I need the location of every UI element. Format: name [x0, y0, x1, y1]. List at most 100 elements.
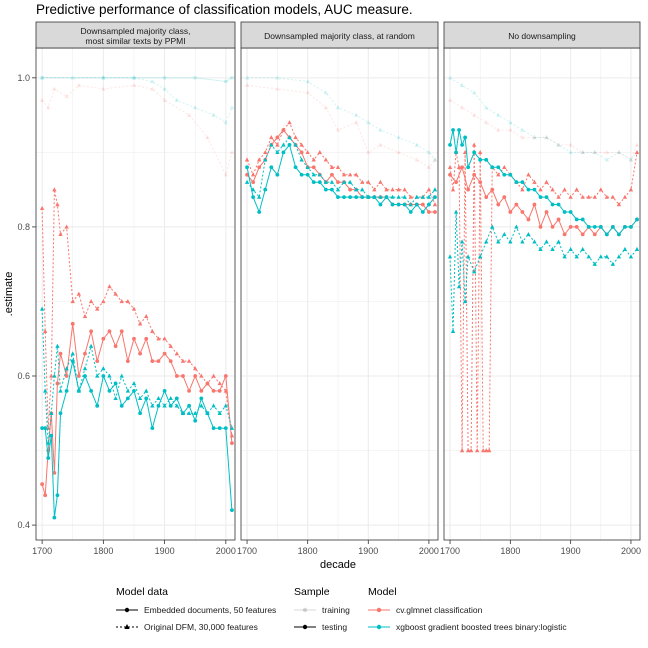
data-point [131, 306, 137, 311]
data-point [193, 374, 198, 378]
data-point [150, 79, 155, 84]
data-point [402, 202, 407, 207]
data-point [275, 149, 280, 155]
data-point [502, 231, 507, 237]
data-point [568, 142, 573, 147]
data-point [156, 395, 161, 401]
data-point [144, 396, 149, 401]
data-point [58, 231, 63, 237]
data-point [580, 149, 585, 155]
data-point [568, 246, 573, 251]
data-point [348, 195, 353, 199]
data-point [131, 75, 137, 80]
data-point [502, 195, 507, 199]
data-point [634, 246, 640, 251]
data-point [634, 142, 640, 147]
legend-item-xgboost: xgboost gradient boosted trees binary:lo… [366, 620, 567, 634]
data-point [471, 269, 477, 274]
data-point [414, 202, 419, 207]
y-tick-label: 0.8 [17, 222, 30, 232]
data-point [299, 150, 304, 155]
data-point [257, 210, 262, 214]
data-point [459, 82, 465, 87]
data-point [64, 94, 69, 99]
data-point [427, 210, 431, 214]
x-tick-label: 2000 [216, 546, 236, 556]
data-point [168, 403, 173, 408]
data-point [311, 157, 316, 162]
data-point [484, 105, 489, 110]
data-point [562, 210, 567, 214]
data-point [43, 328, 48, 333]
series-line [247, 84, 436, 168]
data-point [496, 172, 501, 177]
data-point [514, 224, 519, 229]
data-point [556, 142, 561, 147]
data-point [199, 396, 204, 401]
data-point [471, 112, 477, 117]
data-point [592, 232, 597, 237]
data-point [347, 179, 353, 184]
data-point [205, 411, 210, 416]
data-point [634, 149, 640, 155]
data-point [223, 374, 228, 378]
data-point [532, 187, 537, 192]
data-point [508, 172, 513, 177]
data-point [83, 374, 87, 378]
data-point [628, 157, 634, 162]
data-point [281, 150, 286, 155]
data-point [58, 351, 63, 356]
data-point [281, 128, 286, 132]
data-point [508, 120, 513, 125]
data-point [64, 374, 69, 378]
data-point [82, 313, 88, 319]
data-point [275, 142, 280, 147]
data-point [269, 165, 274, 170]
data-point [162, 389, 167, 393]
data-point [420, 202, 425, 207]
data-point [432, 157, 438, 162]
data-point [478, 180, 483, 185]
data-point [125, 388, 131, 393]
data-point [396, 135, 401, 140]
data-point [49, 410, 54, 415]
data-point [432, 202, 438, 207]
data-point [89, 329, 94, 334]
data-point [538, 195, 543, 199]
data-point [263, 187, 268, 192]
data-point [101, 299, 106, 304]
data-point [580, 246, 585, 251]
data-point [532, 179, 537, 184]
data-point [132, 336, 136, 341]
data-point [550, 202, 555, 207]
data-point [205, 135, 210, 140]
data-point [64, 366, 69, 371]
data-point [372, 195, 377, 199]
data-point [544, 135, 549, 140]
data-point [520, 187, 525, 192]
legend-label: Embedded documents, 50 features [144, 605, 277, 615]
panel-background [36, 48, 235, 540]
data-point [586, 194, 591, 199]
data-point [317, 180, 322, 185]
data-point [150, 359, 155, 363]
legend-item-dfm: Original DFM, 30,000 features [114, 620, 258, 634]
data-point [223, 403, 228, 408]
data-point [168, 359, 173, 363]
data-point [131, 82, 137, 87]
data-point [230, 75, 234, 80]
data-point [311, 180, 316, 185]
data-point [420, 210, 425, 214]
data-point [366, 120, 371, 125]
data-point [335, 187, 341, 192]
data-point [622, 246, 628, 251]
data-point [193, 410, 198, 415]
data-point [40, 482, 45, 486]
data-point [101, 336, 106, 341]
data-point [514, 202, 519, 207]
data-point [193, 366, 198, 371]
data-point [257, 194, 262, 199]
data-point [451, 128, 455, 132]
data-point [223, 79, 228, 84]
data-point [580, 232, 585, 237]
